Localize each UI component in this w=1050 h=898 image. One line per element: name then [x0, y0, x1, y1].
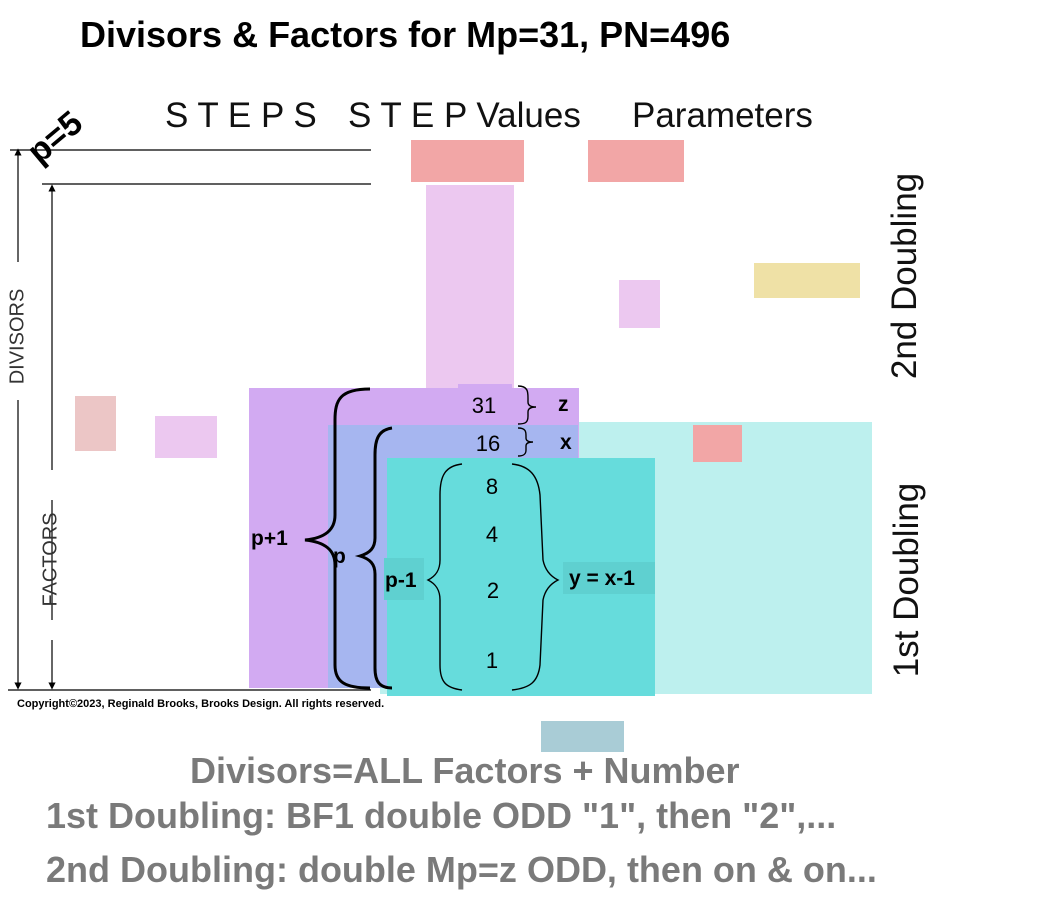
brace-x — [517, 427, 534, 457]
value-highlight-31 — [458, 384, 512, 422]
label-z: z — [558, 393, 569, 416]
header-parameters: Parameters — [632, 96, 813, 135]
value-1: 1 — [485, 648, 499, 673]
label-first-doubling: 1st Doubling — [887, 482, 926, 678]
brace-p — [354, 426, 393, 690]
brace-p-plus-1 — [304, 387, 371, 690]
note-first-doubling: 1st Doubling: BF1 double ODD "1", then "… — [46, 795, 837, 836]
value-16: 16 — [475, 431, 501, 456]
label-y-equals-x-minus-1: y = x-1 — [569, 567, 635, 590]
label-bg-y — [563, 562, 655, 594]
value-4: 4 — [485, 522, 499, 547]
brace-z — [517, 385, 537, 425]
note-second-doubling: 2nd Doubling: double Mp=z ODD, then on &… — [46, 849, 877, 890]
label-x: x — [560, 431, 572, 454]
label-divisors: DIVISORS — [6, 288, 29, 385]
value-2: 2 — [486, 578, 500, 603]
value-8: 8 — [485, 474, 499, 499]
label-bg-p-minus-1 — [384, 558, 424, 600]
salmon-box-parameters — [588, 140, 684, 182]
header-steps: S T E P S — [165, 96, 317, 135]
lavender-box-left — [155, 416, 217, 458]
label-p-plus-1: p+1 — [251, 527, 288, 550]
salmon-box-right — [693, 425, 742, 462]
brace-factors-left — [426, 463, 463, 691]
note-divisors: Divisors=ALL Factors + Number — [190, 750, 740, 791]
copyright-text: Copyright©2023, Reginald Brooks, Brooks … — [17, 698, 385, 710]
label-p: p — [333, 545, 346, 568]
salmon-box-steps — [411, 140, 524, 182]
yellow-box — [754, 263, 860, 298]
label-second-doubling: 2nd Doubling — [885, 172, 924, 380]
steel-blue-box — [541, 721, 624, 752]
lavender-column — [426, 185, 514, 388]
lavender-box-small — [619, 280, 660, 328]
diagram-title: Divisors & Factors for Mp=31, PN=496 — [80, 14, 731, 55]
label-bg-x — [548, 428, 578, 458]
pink-brown-box — [75, 396, 116, 451]
brace-factors-right — [511, 463, 560, 691]
value-31: 31 — [471, 393, 497, 418]
label-factors: FACTORS — [39, 512, 62, 607]
label-bg-p-plus-1 — [249, 518, 301, 558]
label-p-minus-1: p-1 — [385, 569, 417, 592]
header-step-values: S T E P Values — [348, 96, 581, 135]
